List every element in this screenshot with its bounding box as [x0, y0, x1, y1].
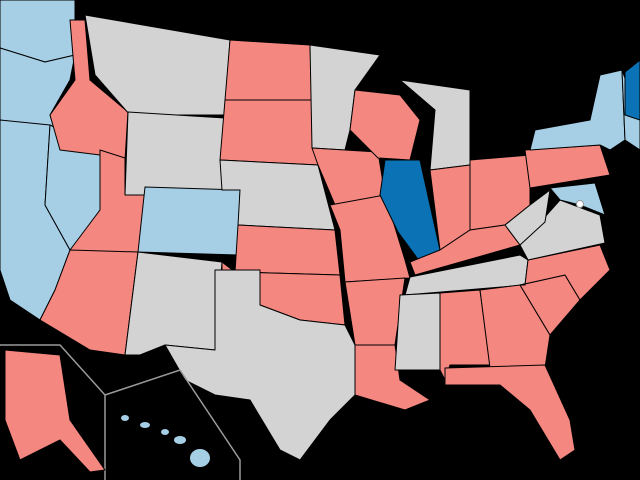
insets: [0, 344, 241, 480]
hawaii-island: [161, 429, 169, 435]
state-maryland: [549, 182, 606, 216]
state-texas: [164, 269, 356, 461]
state-south-dakota: [219, 99, 319, 166]
state-alaska: [4, 349, 106, 473]
state-virginia: [519, 199, 606, 261]
alaska-inset-border: [0, 344, 106, 480]
state-west-virginia: [504, 189, 551, 246]
hawaii-inset-border: [104, 369, 241, 480]
state-kansas: [234, 224, 341, 276]
state-maine: [624, 59, 640, 121]
state-georgia: [479, 284, 551, 369]
state-wyoming: [124, 111, 226, 201]
hawaii-island: [190, 449, 210, 467]
hawaii-island: [140, 422, 150, 428]
state-north-carolina: [519, 244, 611, 301]
state-arkansas: [344, 277, 406, 346]
state-louisiana: [354, 344, 431, 411]
state-mississippi: [394, 292, 441, 371]
dc-marker: [576, 200, 584, 208]
state-colorado: [137, 186, 241, 256]
states: [0, 0, 640, 461]
state-north-dakota: [224, 39, 313, 101]
state-new-mexico: [124, 251, 223, 356]
hawaii-island: [174, 436, 186, 444]
state-florida: [444, 364, 576, 461]
state-hawaii: [121, 415, 210, 467]
hawaii-island: [121, 415, 129, 421]
